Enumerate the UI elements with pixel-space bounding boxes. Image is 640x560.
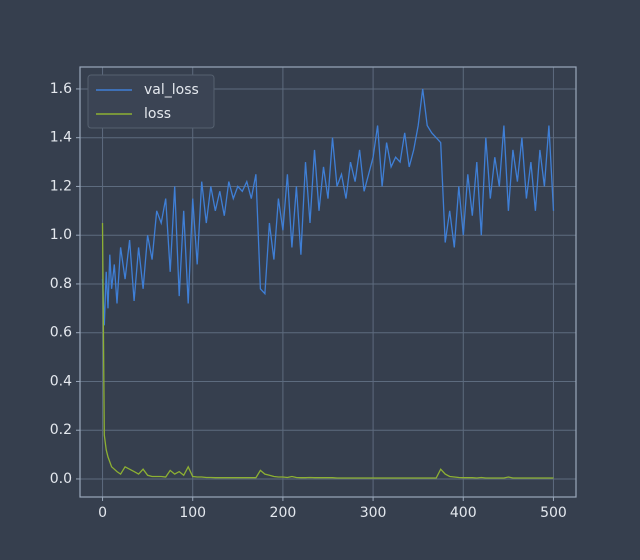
legend-label: val_loss	[144, 82, 199, 98]
y-tick-label: 1.4	[50, 130, 72, 146]
plot-area	[80, 67, 576, 497]
x-tick-label: 200	[270, 505, 297, 521]
y-tick-label: 0.4	[50, 373, 72, 389]
x-tick-label: 100	[179, 505, 206, 521]
y-tick-label: 1.6	[50, 81, 72, 97]
legend-label: loss	[144, 106, 171, 122]
x-tick-label: 500	[540, 505, 567, 521]
x-tick-label: 0	[98, 505, 107, 521]
y-tick-label: 0.6	[50, 325, 72, 341]
y-tick-label: 0.8	[50, 276, 72, 292]
x-tick-label: 300	[360, 505, 387, 521]
series-line	[101, 88, 555, 326]
axes-frame	[79, 66, 577, 498]
y-tick-label: 1.2	[50, 178, 72, 194]
series-line	[101, 222, 554, 479]
y-tick-label: 0.0	[50, 471, 72, 487]
y-tick-label: 1.0	[50, 227, 72, 243]
y-tick-label: 0.2	[50, 422, 72, 438]
x-tick-label: 400	[450, 505, 477, 521]
